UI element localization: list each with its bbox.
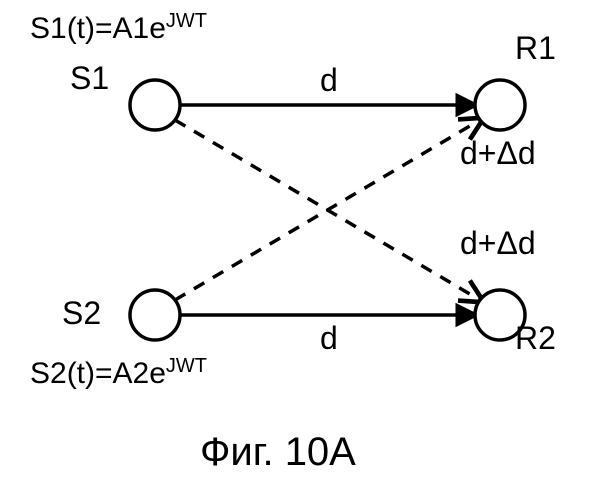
node-s1 [130,80,180,130]
node-s2 [130,290,180,340]
edge-label-d-top: d [320,62,338,99]
equation-s2-exp: JWT [166,355,207,377]
edge-label-d-delta-upper: d+Δd [460,135,536,172]
figure-caption: Фиг. 10A [200,430,356,475]
signal-diagram: S1(t)=A1eJWT S2(t)=A2eJWT S1 S2 R1 R2 d … [0,0,608,500]
equation-s1-base: S1(t)=A1e [30,12,166,45]
equation-s2: S2(t)=A2eJWT [30,355,207,391]
equation-s1-exp: JWT [166,10,207,32]
node-label-s1: S1 [70,60,109,97]
node-r1 [475,80,525,130]
node-label-s2: S2 [62,295,101,332]
equation-s2-base: S2(t)=A2e [30,357,166,390]
node-label-r1: R1 [515,30,556,67]
edge-label-d-bottom: d [320,320,338,357]
node-label-r2: R2 [515,320,556,357]
equation-s1: S1(t)=A1eJWT [30,10,207,46]
edge-label-d-delta-lower: d+Δd [460,225,536,262]
